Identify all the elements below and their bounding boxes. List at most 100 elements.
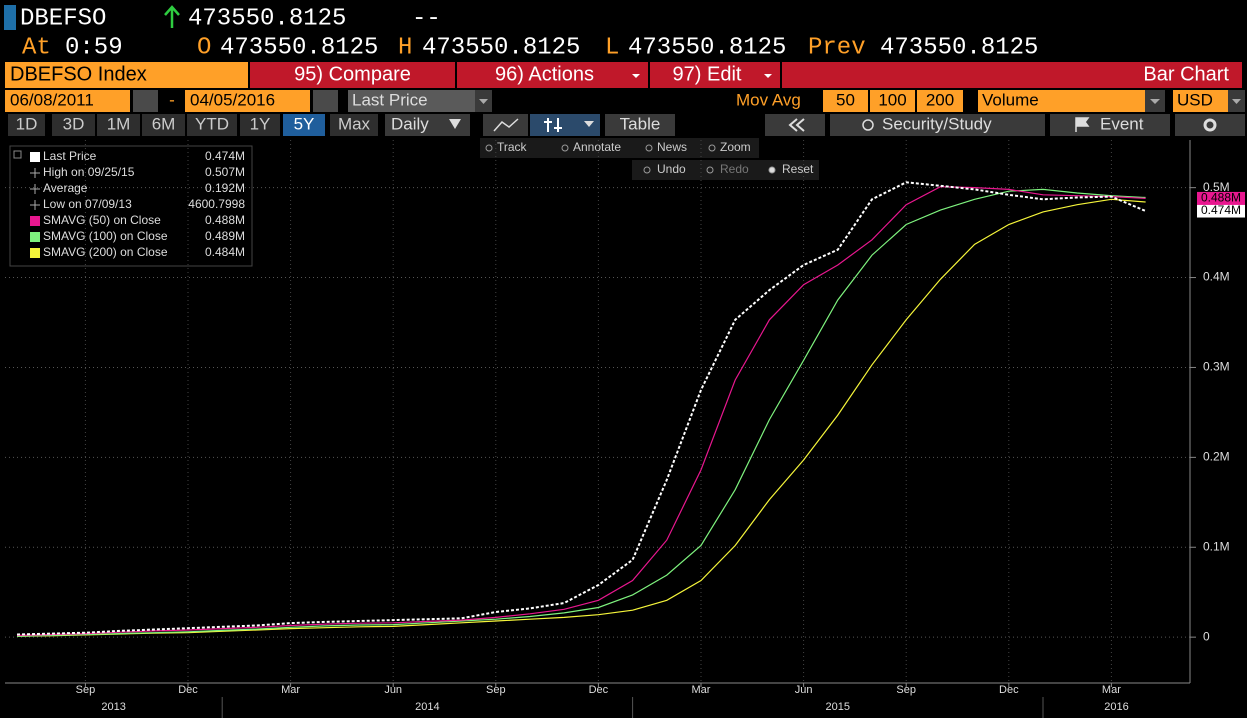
legend-collapse[interactable] [13,150,22,159]
period-button[interactable] [97,114,140,136]
tool-icon [706,166,714,174]
period-label[interactable]: 6M [152,114,176,133]
frequency-box[interactable] [385,114,470,136]
end-date[interactable]: 04/05/2016 [190,90,275,109]
tool-icon [645,144,653,152]
period-button[interactable] [142,114,185,136]
mov-avg-box[interactable] [870,90,915,112]
legend-name: Low on 07/09/13 [43,197,132,211]
x-tick-label: Mar [692,684,711,696]
edit-tool[interactable]: Reset [782,162,814,176]
calendar-button[interactable] [313,90,338,112]
chart-tool[interactable]: Annotate [573,140,621,154]
legend-value: 0.488M [205,213,245,227]
chart-tool[interactable]: Zoom [720,140,751,154]
legend-swatch [30,152,40,162]
x-tick-label: Mar [281,684,300,696]
y-tick-label: 0.2M [1203,450,1230,464]
period-label[interactable]: 1M [107,114,131,133]
chart-tool[interactable]: Track [497,140,528,154]
toolbar-button[interactable] [250,62,455,88]
period-label[interactable]: 5Y [294,114,315,133]
period-button[interactable] [187,114,237,136]
x-tick-label: Jun [795,684,813,696]
dropdown-arrow [1150,99,1160,104]
tool-icon [643,166,651,174]
edit-tool[interactable]: Undo [657,162,686,176]
tool-icon [708,144,716,152]
open: 473550.8125 [220,34,378,61]
security-study-button[interactable] [830,114,1045,136]
currency-box[interactable] [1173,90,1228,112]
high: 473550.8125 [422,34,580,61]
period-label[interactable]: YTD [195,114,229,133]
series-line [16,181,1146,636]
end-label: 0.474M [1201,203,1241,217]
mov-avg-box[interactable] [823,90,868,112]
y-tick-label: 0.4M [1203,270,1230,284]
period-button[interactable] [240,114,280,136]
toolbar-button-label[interactable]: 97) Edit [673,63,742,85]
mov-avg-period[interactable]: 200 [926,90,954,109]
toolbar-button-label[interactable]: 95) Compare [294,63,411,85]
end-label-box [1197,191,1245,205]
legend-symbol [30,168,40,178]
period-button[interactable] [52,114,95,136]
function-bar [782,62,1242,88]
mov-avg-period[interactable]: 100 [878,90,906,109]
tool-icon [485,144,493,152]
low: 473550.8125 [628,34,786,61]
year-label: 2014 [415,701,439,713]
y-tick-label: 0.1M [1203,539,1230,553]
dropdown-arrow [1232,99,1241,104]
mov-avg-box[interactable] [917,90,963,112]
settings-button[interactable] [1175,114,1245,136]
frequency[interactable]: Daily [391,114,429,133]
toolbar-button[interactable] [457,62,648,88]
period-button[interactable] [8,114,45,136]
toolbar-button-label[interactable]: 96) Actions [495,63,594,85]
legend-name: High on 09/25/15 [43,165,135,179]
legend-value: 0.484M [205,245,245,259]
ticker-marker [4,5,16,30]
lower-study-box[interactable] [978,90,1145,112]
x-tick-label: Sep [896,684,916,696]
mov-avg-period[interactable]: 50 [836,90,855,109]
field[interactable]: Last Price [352,90,428,109]
security-study-label[interactable]: Security/Study [882,114,992,133]
series-line [16,188,1146,637]
lower-study[interactable]: Volume [982,90,1039,109]
legend-symbol [30,200,40,210]
chart-tool[interactable]: News [657,140,687,154]
x-tick-label: Dec [589,684,609,696]
table-button[interactable] [605,114,675,136]
calendar-button[interactable] [133,90,158,112]
currency[interactable]: USD [1177,90,1213,109]
end-date-box[interactable] [185,90,310,112]
security-box[interactable] [5,62,248,88]
start-date[interactable]: 06/08/2011 [10,90,94,109]
x-tick-label: Jun [384,684,402,696]
period-button[interactable] [283,114,325,136]
edit-tool[interactable]: Redo [720,162,749,176]
mov-avg-label: Mov Avg [736,90,801,109]
toolbar-button[interactable] [650,62,780,88]
period-button[interactable] [330,114,378,136]
up-arrow [164,5,180,28]
legend-name: Average [43,181,88,195]
table-label[interactable]: Table [620,114,661,133]
period-label[interactable]: Max [338,114,371,133]
period-label[interactable]: 1Y [250,114,271,133]
security[interactable]: DBEFSO Index [10,63,147,85]
period-label[interactable]: 1D [16,114,38,133]
collapse-button[interactable] [765,114,825,136]
period-label[interactable]: 3D [63,114,85,133]
y-tick-label: 0.3M [1203,360,1230,374]
bar-icon [544,118,562,132]
field-box[interactable] [348,90,475,112]
event-label[interactable]: Event [1100,114,1144,133]
chart-tools-bar [480,138,759,158]
start-date-box[interactable] [5,90,130,112]
